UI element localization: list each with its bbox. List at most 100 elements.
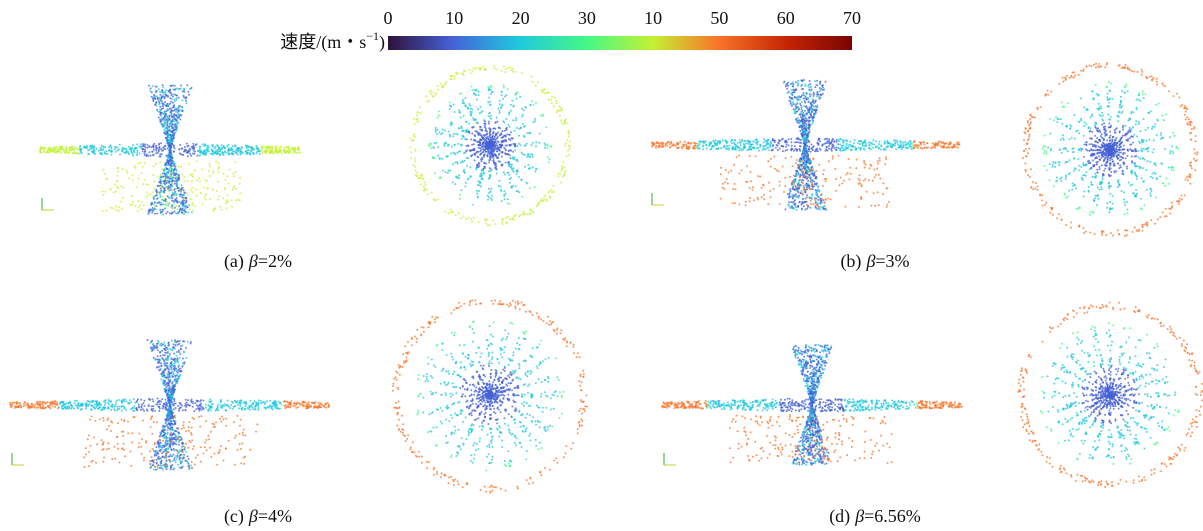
particle xyxy=(913,144,916,147)
particle xyxy=(179,87,182,90)
particle xyxy=(806,203,808,206)
particle xyxy=(166,160,169,162)
particle xyxy=(872,146,875,149)
particle xyxy=(167,185,170,188)
particle xyxy=(512,104,515,107)
particle xyxy=(435,141,438,144)
particle xyxy=(815,109,818,112)
particle xyxy=(115,190,117,193)
particle xyxy=(531,141,534,144)
particle xyxy=(192,209,194,212)
particle xyxy=(512,142,515,145)
particle xyxy=(463,152,465,155)
particle xyxy=(808,109,811,112)
particle xyxy=(234,187,237,190)
particle xyxy=(804,119,806,122)
particle xyxy=(808,123,810,126)
particle xyxy=(78,152,81,155)
particle xyxy=(224,150,226,153)
particle xyxy=(796,183,799,186)
particle xyxy=(454,183,457,186)
particle xyxy=(479,181,482,184)
particle xyxy=(811,193,814,196)
particle xyxy=(885,206,888,208)
particle xyxy=(511,99,514,102)
particle xyxy=(164,110,167,113)
particle xyxy=(276,151,279,154)
particle xyxy=(743,144,746,147)
particle xyxy=(809,188,812,191)
particle xyxy=(162,146,165,149)
particle xyxy=(492,157,495,160)
particle xyxy=(225,207,228,210)
particle xyxy=(160,119,163,122)
particle xyxy=(191,204,194,207)
particle xyxy=(740,147,743,150)
particle xyxy=(813,174,816,177)
particle xyxy=(489,174,492,177)
particle xyxy=(513,144,516,147)
particle xyxy=(804,152,807,155)
particle xyxy=(215,190,218,193)
particle xyxy=(902,144,905,147)
particle xyxy=(490,92,492,95)
particle xyxy=(175,127,178,129)
particle xyxy=(813,171,816,174)
particle xyxy=(535,205,538,208)
particle xyxy=(504,149,507,152)
particle xyxy=(800,104,802,107)
particle xyxy=(423,189,426,192)
particle xyxy=(430,143,433,146)
particle xyxy=(169,164,172,167)
particle xyxy=(448,133,451,136)
particle xyxy=(444,83,447,86)
particle xyxy=(474,135,477,138)
particle xyxy=(812,145,815,148)
particle xyxy=(453,77,456,80)
particle xyxy=(183,96,185,99)
particle xyxy=(800,202,803,205)
particle xyxy=(474,130,477,133)
particle xyxy=(733,182,736,185)
particle xyxy=(469,112,472,115)
particle xyxy=(802,137,805,140)
particle xyxy=(481,110,484,113)
particle xyxy=(220,148,223,151)
particle xyxy=(495,116,498,119)
particle xyxy=(263,146,266,149)
particle xyxy=(797,181,800,184)
particle xyxy=(753,146,756,149)
particle xyxy=(811,182,814,185)
particle xyxy=(831,146,833,149)
particle xyxy=(113,148,116,150)
particle xyxy=(457,212,460,215)
particle xyxy=(155,85,158,88)
particle xyxy=(502,98,504,100)
particle xyxy=(190,86,193,89)
particle xyxy=(164,123,166,126)
particle xyxy=(168,157,171,160)
particle xyxy=(504,173,506,176)
particle xyxy=(883,142,886,145)
particle xyxy=(42,150,45,153)
particle xyxy=(479,125,481,128)
particle xyxy=(249,146,252,149)
particle xyxy=(464,181,467,184)
particle xyxy=(495,142,498,145)
particle xyxy=(512,150,515,153)
particle xyxy=(778,184,781,187)
particle xyxy=(740,169,743,172)
particle xyxy=(172,84,175,87)
particle xyxy=(200,150,203,153)
particle xyxy=(148,84,150,87)
particle xyxy=(807,158,810,161)
particle xyxy=(163,207,166,210)
particle xyxy=(88,148,91,151)
particle xyxy=(140,171,143,174)
particle xyxy=(488,103,491,106)
particle xyxy=(490,114,493,117)
particle xyxy=(150,91,153,94)
particle xyxy=(559,172,562,175)
particle xyxy=(191,152,194,155)
particle xyxy=(529,131,531,134)
